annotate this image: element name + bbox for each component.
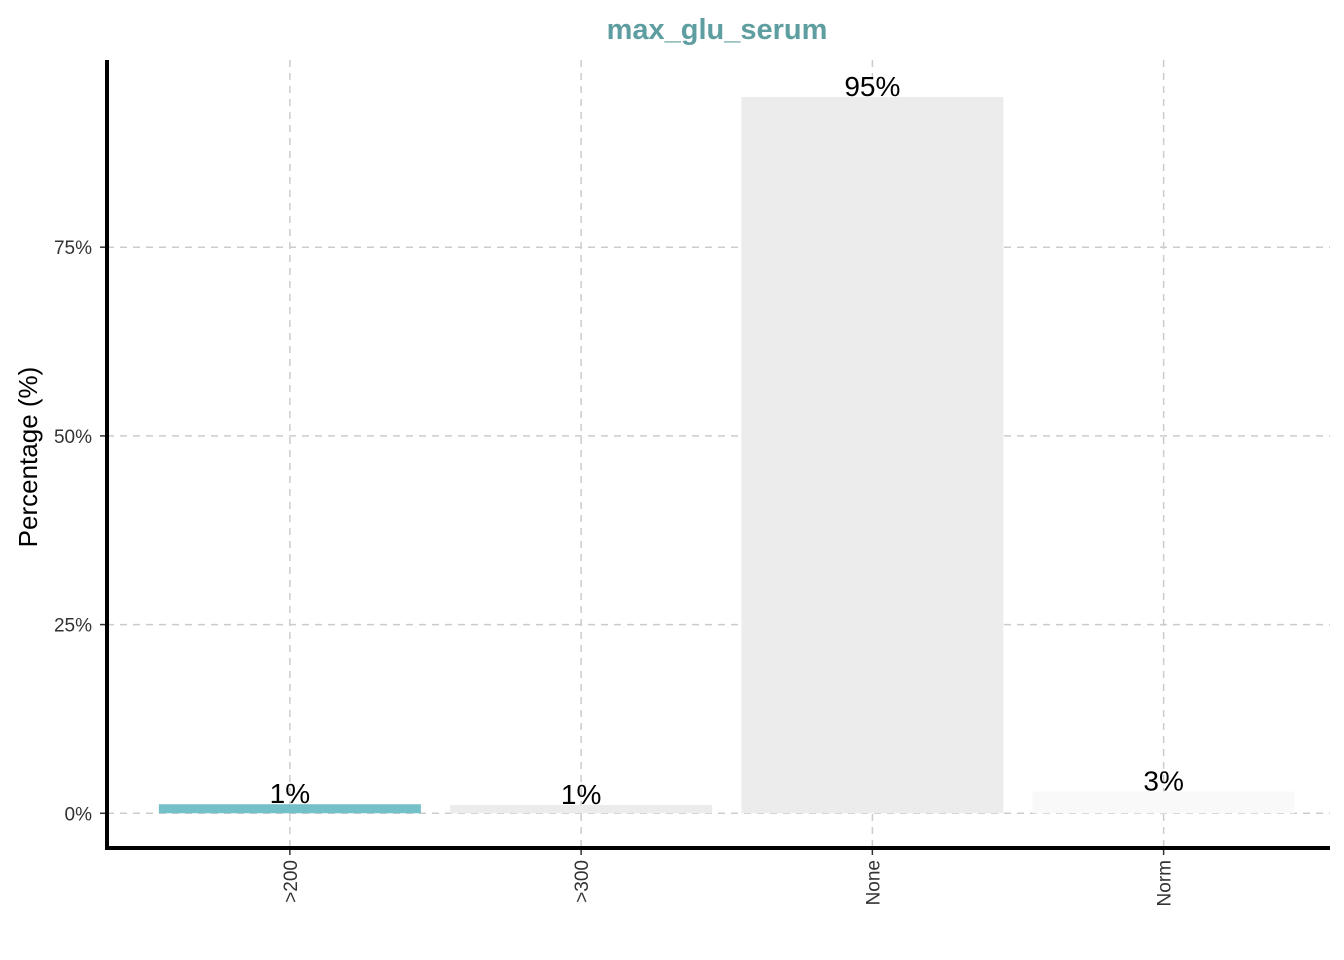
y-axis-label: Percentage (%)	[13, 367, 43, 548]
bars	[158, 96, 1295, 814]
x-tick-label: None	[863, 860, 884, 905]
bar-none	[741, 96, 1004, 814]
y-tick-label: 25%	[54, 616, 92, 637]
data-label: 95%	[844, 71, 900, 102]
bar-300	[450, 804, 713, 814]
x-tick-label: >200	[281, 860, 302, 903]
x-axis-ticks: >200 >300 None Norm	[281, 848, 1176, 906]
data-label: 1%	[561, 779, 601, 810]
gridlines	[107, 60, 1330, 848]
x-tick-label: >300	[572, 860, 593, 903]
y-tick-label: 75%	[54, 238, 92, 259]
data-labels: 1% 1% 95% 3%	[270, 71, 1184, 810]
data-label: 3%	[1143, 765, 1183, 796]
x-tick-label: Norm	[1155, 860, 1176, 906]
y-tick-label: 50%	[54, 427, 92, 448]
bar-200	[158, 804, 421, 814]
chart-title: max_glu_serum	[607, 14, 828, 46]
data-label: 1%	[270, 778, 310, 809]
y-tick-label: 0%	[65, 804, 93, 825]
bar-norm	[1032, 791, 1295, 814]
y-axis-ticks: 0% 25% 50% 75%	[54, 238, 107, 825]
